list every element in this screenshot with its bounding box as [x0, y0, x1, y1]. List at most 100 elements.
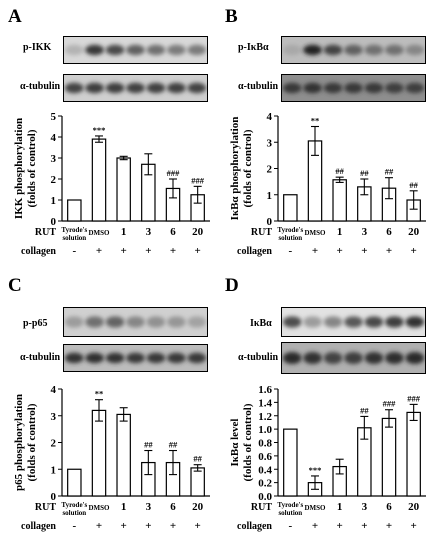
significance-label: ### [407, 393, 421, 403]
bar [91, 409, 107, 497]
blot-band [323, 44, 343, 56]
x-tick-label: DMSO [305, 504, 327, 512]
collagen-sign: + [361, 520, 367, 532]
y-tick-label: 2 [51, 438, 57, 450]
significance-label: ## [335, 166, 344, 176]
blot-band [384, 44, 404, 56]
x-tick-label: 1 [121, 226, 127, 238]
y-tick-label: 1 [51, 464, 57, 476]
blot-band [105, 352, 125, 364]
y-tick-label: 1.2 [258, 411, 272, 423]
blot-band [282, 44, 302, 56]
blot-band [166, 316, 186, 328]
y-tick-label: 1.0 [258, 424, 272, 436]
blot-band [126, 352, 145, 364]
y-tick-label: 1.6 [258, 384, 272, 396]
blot-band [384, 82, 404, 94]
bar-chart-c: p65 phosphorylation(folds of control) 0 1 2… [0, 381, 216, 550]
blot-band [303, 82, 323, 94]
y-axis-label: p65 phosphorylation(folds of control) [13, 394, 38, 491]
collagen-sign: + [145, 520, 151, 532]
x-tick-label: 3 [362, 226, 368, 238]
blot-band [344, 352, 363, 364]
blot-band [344, 316, 363, 328]
collagen-sign: + [386, 520, 392, 532]
blot-band [166, 352, 186, 364]
blot-band [405, 352, 425, 364]
y-tick-label: 0.8 [258, 438, 272, 450]
y-axis-label: IκBα level(folds of control) [229, 403, 254, 481]
blot-band [166, 44, 186, 56]
significance-label: *** [93, 125, 106, 135]
y-tick-label: 1.4 [258, 397, 272, 409]
blot-label-b-bottom: α-tubulin [238, 81, 279, 92]
blot-band [405, 82, 425, 94]
y-tick-label: 0 [51, 216, 57, 228]
blot-band [64, 82, 84, 94]
x-tick-label: 6 [170, 501, 176, 513]
bar-chart-d: IκBα level(folds of control) 0.0 0.2 0.4 0.6… [216, 381, 432, 550]
western-blot-b-bottom [281, 74, 426, 102]
significance-label: ## [360, 168, 369, 178]
blot-band [64, 316, 84, 328]
x-tick-label: 20 [192, 501, 204, 513]
blot-band [126, 316, 145, 328]
blot-band [323, 352, 343, 364]
panel-label-b: B [225, 6, 238, 27]
y-tick-label: 3 [267, 137, 273, 149]
x-tick-label: 20 [408, 226, 420, 238]
collagen-sign: + [312, 245, 318, 257]
panel-label-d: D [225, 275, 239, 296]
collagen-sign: + [386, 245, 392, 257]
collagen-sign: + [121, 520, 127, 532]
blot-band [146, 82, 166, 94]
blot-band [187, 82, 207, 94]
x-tick-label: 3 [146, 226, 152, 238]
blot-band [282, 82, 302, 94]
significance-label: ## [144, 440, 153, 450]
blot-label-c-bottom: α-tubulin [20, 352, 61, 363]
x-tick-label: 3 [362, 501, 368, 513]
bar [190, 467, 205, 497]
bar-chart-b: IκBα phosphorylation(folds of control) 0 1… [216, 108, 432, 275]
collagen-row-label: collagen [237, 521, 272, 532]
collagen-sign: + [361, 245, 367, 257]
x-tick-label: 20 [192, 226, 204, 238]
significance-label: ## [409, 180, 418, 190]
bar [381, 417, 397, 497]
collagen-sign: + [337, 245, 343, 257]
blot-band [364, 352, 384, 364]
bar [67, 468, 82, 497]
blot-band [64, 352, 84, 364]
y-tick-label: 0.0 [258, 491, 272, 503]
bar [406, 411, 421, 497]
blot-band [166, 82, 186, 94]
blot-label-c-top: p-p65 [23, 318, 48, 329]
collagen-sign: - [288, 520, 292, 532]
significance-label: ## [193, 454, 202, 464]
significance-label: ** [311, 116, 320, 126]
collagen-sign: - [72, 245, 76, 257]
western-blot-c-bottom [63, 344, 208, 372]
blot-band [405, 44, 425, 56]
blot-band [187, 316, 207, 328]
blot-band [323, 316, 343, 328]
blot-band [344, 82, 363, 94]
significance-label: *** [309, 465, 322, 475]
western-blot-d-top [281, 307, 426, 337]
x-tick-label: Tyrode's solution [61, 501, 87, 517]
x-tick-label: DMSO [305, 229, 327, 237]
bar-chart-a: IKK phosphorylation(folds of control) 0 1 2… [0, 108, 216, 275]
collagen-sign: + [145, 245, 151, 257]
collagen-sign: - [72, 520, 76, 532]
blot-band [405, 316, 425, 328]
bar [283, 428, 298, 497]
blot-band [344, 44, 363, 56]
y-tick-label: 3 [51, 153, 57, 165]
blot-band [105, 316, 125, 328]
blot-band [187, 352, 207, 364]
blot-band [384, 352, 404, 364]
collagen-sign: + [411, 520, 417, 532]
blot-band [303, 44, 323, 56]
x-tick-label: 20 [408, 501, 420, 513]
